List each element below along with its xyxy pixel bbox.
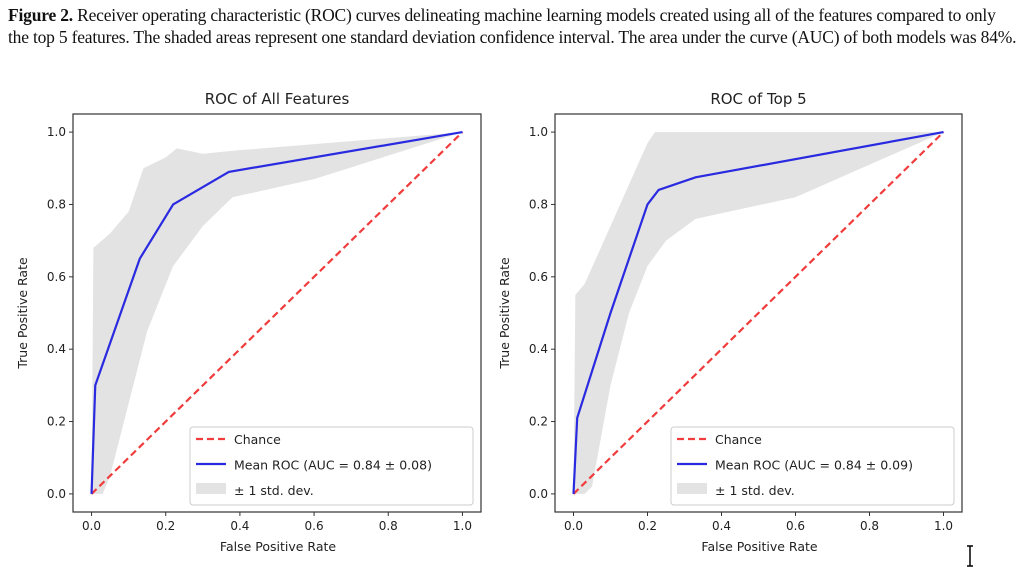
legend-entry: Chance: [234, 432, 281, 447]
y-tick-label: 0.4: [529, 342, 548, 356]
axes-frame: [554, 113, 963, 513]
y-tick-label: 1.0: [47, 125, 66, 139]
legend-entry: Mean ROC (AUC = 0.84 ± 0.09): [715, 458, 913, 473]
y-axis-label: True Positive Rate: [497, 257, 512, 370]
x-tick-label: 1.0: [934, 519, 953, 533]
x-axis-label: False Positive Rate: [701, 539, 817, 554]
chart-1: 0.0 0.2 0.4 0.6 0.8 1.0 0.0 0.2 0.4 0.6 0.8 1.0 ROC …: [15, 90, 482, 554]
chart-title: ROC of All Features: [205, 90, 350, 108]
legend: Chance Mean ROC (AUC = 0.84 ± 0.08) ± 1 st…: [189, 426, 474, 506]
y-tick-label: 0.0: [529, 487, 548, 501]
x-tick-label: 0.2: [156, 519, 175, 533]
y-axis-label: True Positive Rate: [15, 257, 30, 370]
x-tick-label: 0.8: [379, 519, 398, 533]
y-tick-label: 0.0: [47, 487, 66, 501]
x-tick-label: 1.0: [453, 519, 472, 533]
std-dev-band: [91, 132, 463, 494]
legend-band-swatch: [677, 483, 707, 494]
caption-text: Receiver operating characteristic (ROC) …: [8, 5, 1017, 47]
y-tick-label: 0.6: [47, 270, 66, 284]
legend: Chance Mean ROC (AUC = 0.84 ± 0.09) ± 1 st…: [670, 426, 955, 506]
y-tick-label: 0.6: [529, 270, 548, 284]
legend-box: [189, 426, 474, 506]
x-tick-label: 0.6: [786, 519, 805, 533]
std-dev-band: [573, 132, 944, 494]
y-tick-label: 0.8: [529, 197, 548, 211]
figure-caption: Figure 2. Receiver operating characteris…: [8, 4, 1018, 48]
y-tick-label: 0.2: [529, 415, 548, 429]
legend-box: [670, 426, 955, 506]
x-tick-label: 0.4: [230, 519, 249, 533]
y-tick-label: 1.0: [529, 125, 548, 139]
y-tick-label: 0.8: [47, 197, 66, 211]
legend-entry: ± 1 std. dev.: [234, 483, 314, 498]
legend-entry: ± 1 std. dev.: [715, 483, 795, 498]
x-tick-label: 0.0: [82, 519, 101, 533]
legend-band-swatch: [196, 483, 226, 494]
x-tick-label: 0.0: [564, 519, 583, 533]
y-tick-label: 0.2: [47, 415, 66, 429]
legend-entry: Chance: [715, 432, 762, 447]
x-tick-label: 0.4: [712, 519, 731, 533]
x-tick-label: 0.6: [305, 519, 324, 533]
text-cursor-icon: [967, 545, 973, 567]
x-tick-label: 0.2: [638, 519, 657, 533]
x-tick-label: 0.8: [860, 519, 879, 533]
chart-title: ROC of Top 5: [710, 90, 806, 108]
chance-line: [90, 131, 464, 495]
legend-entry: Mean ROC (AUC = 0.84 ± 0.08): [234, 458, 432, 473]
chart-2: 0.0 0.2 0.4 0.6 0.8 1.0 0.0 0.2 0.4 0.6 0.8 1.0 ROC …: [497, 90, 963, 554]
x-axis-label: False Positive Rate: [220, 539, 336, 554]
axes-frame: [72, 113, 482, 513]
figure-label: Figure 2.: [8, 5, 73, 25]
chance-line: [572, 131, 945, 495]
y-tick-label: 0.4: [47, 342, 66, 356]
mean-roc-line: [572, 131, 944, 494]
mean-roc-line: [90, 131, 463, 494]
